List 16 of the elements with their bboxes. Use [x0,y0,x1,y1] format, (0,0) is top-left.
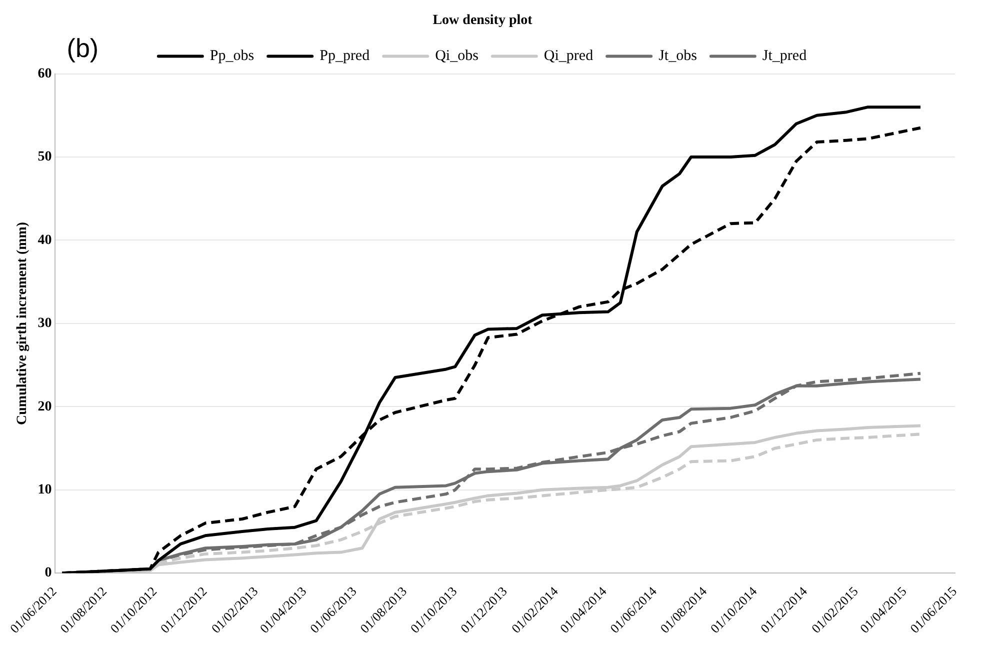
y-axis-title: Cumulative girth increment (mm) [15,222,30,425]
y-tick-label: 0 [44,566,52,581]
chart-title: Low density plot [432,13,533,28]
legend-label: Qi_pred [544,48,594,64]
legend-label: Pp_obs [210,48,254,64]
legend-label: Qi_obs [435,48,479,64]
y-tick-label: 10 [38,482,52,498]
legend-label: Jt_obs [658,48,698,64]
y-tick-label: 40 [38,232,52,248]
legend-label: Pp_pred [320,48,370,64]
y-tick-label: 30 [38,316,52,332]
y-tick-label: 50 [38,150,52,165]
text: (b) [66,32,99,63]
y-tick-label: 60 [38,66,52,82]
y-tick-label: 20 [38,399,52,414]
legend-label: Jt_pred [762,48,808,64]
